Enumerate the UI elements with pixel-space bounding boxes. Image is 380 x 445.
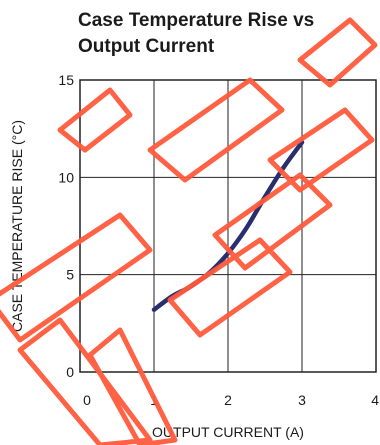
y-tick-label: 15 bbox=[58, 72, 74, 88]
y-tick-label: 0 bbox=[66, 364, 74, 380]
watermark-stroke bbox=[57, 87, 133, 153]
chart-subtitle: Output Current bbox=[78, 36, 215, 57]
watermark-stroke bbox=[212, 172, 333, 271]
watermark-stroke bbox=[267, 107, 375, 193]
y-tick-label: 10 bbox=[58, 169, 74, 185]
chart-title: Case Temperature Rise vs bbox=[78, 10, 314, 31]
x-tick-label: 2 bbox=[224, 392, 232, 408]
x-tick-label: 3 bbox=[298, 392, 306, 408]
watermark-stroke bbox=[297, 17, 378, 88]
watermark-stroke bbox=[87, 327, 178, 445]
x-tick-label: 0 bbox=[83, 392, 91, 408]
watermark-stroke bbox=[167, 237, 293, 338]
x-axis-label: OUTPUT CURRENT (A) bbox=[152, 424, 304, 440]
watermark-stroke bbox=[147, 77, 285, 183]
y-tick-labels: 0 5 10 15 bbox=[58, 72, 74, 380]
y-tick-label: 5 bbox=[66, 267, 74, 283]
watermark-stroke bbox=[0, 212, 153, 343]
x-tick-label: 4 bbox=[371, 392, 379, 408]
y-axis-label: CASE TEMPERATURE RISE (°C) bbox=[9, 120, 25, 332]
watermark-stroke bbox=[17, 317, 153, 445]
watermark bbox=[0, 17, 378, 445]
